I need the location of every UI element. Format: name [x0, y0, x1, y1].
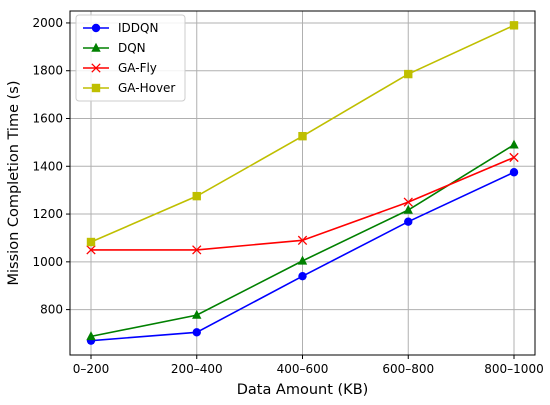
legend-box — [75, 14, 186, 102]
x-tick-label: 800–1000 — [484, 362, 543, 376]
point-marker — [509, 139, 519, 149]
x-tick-label: 600–800 — [382, 362, 434, 376]
legend-item-dqn: DQN — [83, 41, 146, 55]
point-marker — [509, 168, 519, 177]
point-marker — [509, 21, 519, 30]
point-marker — [91, 42, 101, 52]
point-marker — [192, 245, 202, 255]
point-marker — [86, 245, 96, 255]
x-tick-label: 400–600 — [277, 362, 329, 376]
y-tick-label: 1800 — [32, 64, 63, 78]
point-marker — [86, 237, 96, 247]
legend-label: GA-Hover — [118, 81, 175, 95]
y-tick-label: 1200 — [32, 207, 63, 221]
x-tick-label: 0–200 — [73, 362, 110, 376]
legend-label: IDDQN — [118, 21, 158, 35]
point-marker — [404, 69, 413, 79]
point-marker — [297, 255, 308, 265]
point-marker — [298, 271, 307, 281]
series-ga-fly — [86, 152, 519, 255]
y-axis-label: Mission Completion Time (s) — [6, 81, 22, 286]
legend-item-ga-fly: GA-Fly — [83, 61, 157, 75]
y-tick-label: 1400 — [32, 159, 63, 173]
series-group — [86, 21, 519, 345]
x-tick-label: 200–400 — [171, 362, 223, 376]
point-marker — [298, 131, 307, 141]
point-marker — [192, 309, 202, 319]
legend: IDDQN DQN GA-Fly GA-Hover — [75, 14, 186, 102]
legend-item-iddqn: IDDQN — [83, 21, 158, 35]
point-marker — [403, 204, 413, 214]
series-dqn — [86, 139, 519, 341]
point-marker — [192, 191, 201, 201]
point-marker — [192, 328, 201, 337]
point-marker — [509, 152, 519, 163]
y-tick-label: 1600 — [32, 112, 63, 126]
y-tick-label: 2000 — [32, 16, 63, 30]
y-tick-label: 800 — [40, 303, 63, 317]
legend-label: DQN — [118, 41, 146, 55]
point-marker — [91, 23, 101, 33]
y-tick-label: 1000 — [32, 255, 63, 269]
point-marker — [297, 235, 308, 245]
point-marker — [91, 63, 101, 73]
legend-label: GA-Fly — [118, 61, 157, 75]
series-ga-hover — [86, 21, 519, 247]
point-marker — [86, 331, 96, 341]
point-marker — [404, 217, 413, 226]
axis-ticks: 0–200 200–400 400–600 600–800 800–1000 800 100… — [32, 16, 543, 376]
legend-item-ga-hover: GA-Hover — [83, 81, 175, 95]
point-marker — [91, 83, 101, 93]
x-axis-label: Data Amount (KB) — [237, 382, 369, 398]
point-marker — [403, 197, 413, 207]
